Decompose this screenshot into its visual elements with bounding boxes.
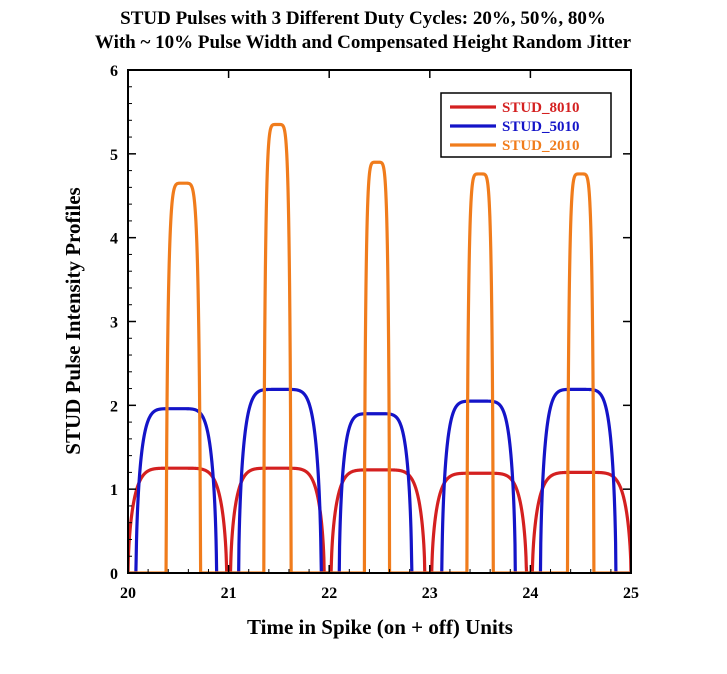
y-tick-label: 0 [110,566,118,583]
x-tick-label: 25 [623,585,639,602]
y-tick-label: 6 [110,63,118,80]
chart-title-line1: STUD Pulses with 3 Different Duty Cycles… [120,8,606,29]
x-tick-label: 23 [422,585,438,602]
series-line [128,466,631,573]
x-tick-label: 20 [120,585,136,602]
y-tick-label: 4 [110,231,118,248]
y-tick-label: 2 [110,398,118,415]
series-stud-8010 [128,466,631,573]
y-tick-label: 1 [110,482,118,499]
x-axis-label: Time in Spike (on + off) Units [247,615,513,639]
series-layer [128,122,631,573]
legend: STUD_8010 STUD_5010 STUD_2010 [440,92,612,158]
chart-title-line2: With ~ 10% Pulse Width and Compensated H… [95,32,632,53]
series-line [128,387,631,573]
y-axis: 0 1 2 3 4 5 6 [110,63,631,583]
y-tick-label: 5 [110,147,118,164]
series-stud-5010 [128,387,631,573]
series-stud-2010 [128,122,631,573]
x-tick-label: 21 [221,585,237,602]
x-tick-label: 22 [321,585,337,602]
x-tick-label: 24 [522,585,538,602]
legend-label: STUD_5010 [502,119,580,135]
y-tick-label: 3 [110,315,118,332]
x-axis: 20 21 22 23 24 25 [120,70,639,602]
series-line [128,122,631,573]
y-axis-label: STUD Pulse Intensity Profiles [61,187,85,454]
legend-label: STUD_2010 [502,138,580,154]
legend-label: STUD_8010 [502,100,580,116]
